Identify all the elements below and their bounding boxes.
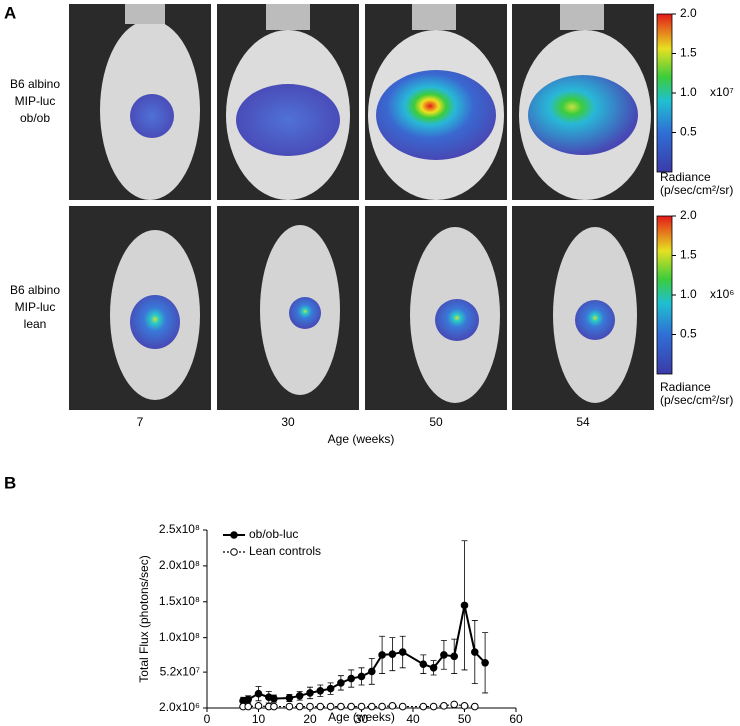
y-tick-label: 2.5x10⁸ <box>159 522 200 536</box>
colorbar-title: Radiance <box>660 380 711 394</box>
data-point <box>398 702 407 711</box>
data-point <box>378 702 386 711</box>
data-point <box>357 702 366 711</box>
data-point <box>337 702 345 711</box>
data-point <box>440 651 448 659</box>
column-label: 7 <box>137 415 144 429</box>
data-point <box>450 700 459 709</box>
x-tick-label: 60 <box>509 712 523 726</box>
data-point <box>244 695 252 704</box>
colorbar-tick-label: 1.0 <box>680 287 697 301</box>
panel-label: B <box>4 473 16 492</box>
data-point <box>429 702 438 711</box>
y-tick-label: 5.2x10⁷ <box>160 664 200 678</box>
panel-label: A <box>4 3 16 22</box>
y-tick-label: 1.0x10⁸ <box>159 630 200 644</box>
x-tick-label: 30 <box>355 712 369 726</box>
column-label: 50 <box>429 415 443 429</box>
data-point <box>337 679 345 687</box>
data-point <box>254 702 263 710</box>
legend-label: Lean controls <box>249 544 321 558</box>
y-tick-label: 2.0x10⁶ <box>159 700 200 714</box>
row-label: B6 albino <box>10 77 60 91</box>
row-label: B6 albino <box>10 283 60 297</box>
x-tick-label: 50 <box>458 712 472 726</box>
data-point <box>471 648 479 656</box>
y-tick-label: 2.0x10⁸ <box>159 558 200 572</box>
colorbar-tick-label: 0.5 <box>680 327 697 341</box>
data-point <box>440 702 448 710</box>
data-point <box>388 702 397 710</box>
colorbar-multiplier: x10⁶ <box>710 287 734 301</box>
data-point <box>295 691 304 700</box>
data-point <box>429 664 438 672</box>
y-axis-label: Total Flux (photons/sec) <box>137 555 151 682</box>
row-label: MIP-luc <box>15 94 56 108</box>
legend-marker <box>230 548 238 556</box>
colorbar-title: (p/sec/cm²/sr) <box>660 393 733 407</box>
data-point <box>460 702 469 710</box>
data-point <box>285 702 294 711</box>
colorbar-tick-label: 1.5 <box>680 248 697 262</box>
data-point <box>306 689 314 697</box>
data-point <box>347 674 356 683</box>
data-point <box>357 672 366 681</box>
data-point <box>295 702 304 711</box>
data-point <box>316 702 325 711</box>
colorbar <box>656 215 673 375</box>
y-tick-label: 1.5x10⁸ <box>159 594 200 608</box>
row-label: lean <box>24 317 47 331</box>
x-tick-label: 40 <box>406 712 420 726</box>
data-point <box>285 694 294 702</box>
data-point <box>481 658 489 667</box>
colorbar-tick-label: 0.5 <box>680 125 697 139</box>
data-point <box>378 651 386 659</box>
data-point <box>254 689 263 698</box>
data-point <box>471 702 479 711</box>
colorbar-tick-label: 1.0 <box>680 85 697 99</box>
legend-marker <box>230 531 238 539</box>
data-point <box>368 702 376 711</box>
data-point <box>450 652 459 661</box>
data-point <box>316 686 325 695</box>
column-label: 54 <box>576 415 590 429</box>
colorbar-tick-label: 2.0 <box>680 6 697 20</box>
data-point <box>270 702 278 711</box>
panel-a: A <box>4 3 654 410</box>
data-point <box>270 694 278 703</box>
data-point <box>326 684 335 693</box>
data-point <box>306 702 314 711</box>
colorbar-title: (p/sec/cm²/sr) <box>660 183 733 197</box>
data-point <box>347 702 356 711</box>
series-line <box>242 605 486 702</box>
x-tick-label: 10 <box>252 712 266 726</box>
data-point <box>388 650 397 658</box>
row-label: ob/ob <box>20 111 50 125</box>
colorbar-tick-label: 2.0 <box>680 208 697 222</box>
data-point <box>326 702 335 711</box>
row-label: MIP-luc <box>15 300 56 314</box>
column-label: 30 <box>281 415 295 429</box>
mouse-images <box>69 4 654 410</box>
legend-label: ob/ob-luc <box>249 527 298 541</box>
x-axis-label: Age (weeks) <box>328 710 395 724</box>
data-point <box>419 702 428 711</box>
data-point <box>244 702 252 711</box>
colorbar <box>656 13 673 173</box>
x-axis-label: Age (weeks) <box>328 432 395 446</box>
x-tick-label: 20 <box>303 712 317 726</box>
data-point <box>368 667 376 676</box>
x-tick-label: 0 <box>204 712 211 726</box>
colorbar-title: Radiance <box>660 170 711 184</box>
data-point <box>419 660 428 669</box>
data-point <box>460 601 469 610</box>
colorbar-multiplier: x10⁷ <box>710 85 734 99</box>
colorbar-tick-label: 1.5 <box>680 46 697 60</box>
panel-b: B 2.0x10⁶ 5.2x10⁷ 1.0x10⁸ 1.5x10⁸ 2.0x10⁸ 2.5x… <box>4 473 523 726</box>
data-point <box>398 648 407 656</box>
